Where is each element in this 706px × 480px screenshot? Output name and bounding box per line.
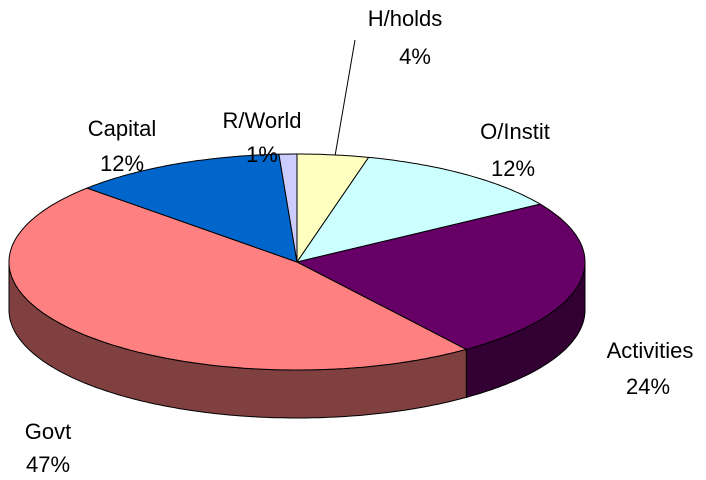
slice-value-label: 1% bbox=[246, 142, 278, 167]
slice-value-label: 24% bbox=[626, 374, 670, 399]
slice-label: Capital bbox=[88, 116, 156, 141]
slice-label: Activities bbox=[607, 338, 694, 363]
slice-value-label: 4% bbox=[399, 44, 431, 69]
slice-label: Govt bbox=[25, 419, 71, 444]
slice-label: O/Instit bbox=[480, 119, 550, 144]
slice bbox=[8, 187, 468, 371]
slice-value-label: 12% bbox=[491, 156, 535, 181]
slice-label: H/holds bbox=[368, 6, 443, 31]
slice-value-label: 12% bbox=[100, 151, 144, 176]
slice bbox=[295, 203, 586, 350]
slice bbox=[278, 153, 298, 263]
slice bbox=[85, 153, 298, 263]
slice-label: R/World bbox=[222, 108, 301, 133]
slice bbox=[295, 156, 542, 263]
slice-value-label: 47% bbox=[26, 452, 70, 477]
